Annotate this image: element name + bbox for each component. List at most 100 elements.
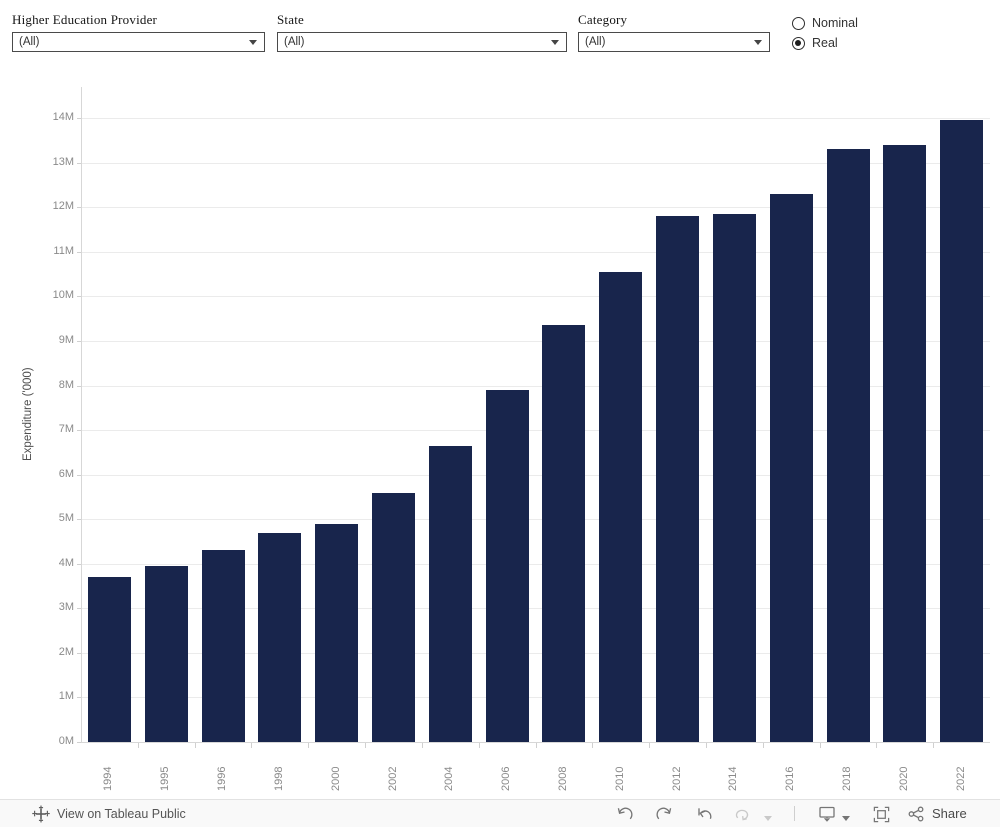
x-tick-label: 1998 <box>272 766 285 791</box>
x-tick-mark <box>421 743 423 748</box>
y-tick-mark <box>77 608 81 610</box>
bar-2008[interactable] <box>542 325 586 742</box>
chevron-down-icon <box>249 40 257 45</box>
gridline <box>81 563 990 565</box>
gridline <box>81 296 990 298</box>
radio-option-nominal[interactable]: Nominal <box>792 13 858 33</box>
share-button[interactable]: Share <box>906 800 967 827</box>
radio-label: Nominal <box>812 16 858 30</box>
x-tick-mark <box>535 743 537 748</box>
x-axis-line <box>81 742 990 743</box>
device-preview-button[interactable] <box>817 804 837 824</box>
category-dropdown[interactable]: (All) <box>578 32 770 52</box>
radio-option-real[interactable]: Real <box>792 33 858 53</box>
x-tick-mark <box>762 743 764 748</box>
gridline <box>81 697 990 699</box>
bar-2010[interactable] <box>599 271 643 742</box>
x-tick-mark <box>365 743 367 748</box>
y-tick-mark <box>77 251 81 253</box>
state-dropdown[interactable]: (All) <box>277 32 567 52</box>
y-tick-mark <box>77 519 81 521</box>
y-tick-mark <box>77 697 81 699</box>
bar-1995[interactable] <box>144 566 188 742</box>
x-tick-mark <box>137 743 139 748</box>
gridline <box>81 341 990 342</box>
x-tick-label: 2012 <box>670 766 683 791</box>
bar-2018[interactable] <box>826 149 870 742</box>
gridline <box>81 207 990 209</box>
x-tick-label: 1995 <box>159 766 172 791</box>
y-tick-label: 9M <box>58 334 74 346</box>
bar-1994[interactable] <box>87 577 131 742</box>
gridline <box>81 430 990 432</box>
y-tick-label: 7M <box>58 423 74 436</box>
bar-2020[interactable] <box>883 144 927 742</box>
y-tick-mark <box>77 296 81 298</box>
full-screen-button[interactable] <box>871 804 891 824</box>
reset-icon <box>697 807 711 819</box>
y-tick-label: 4M <box>58 556 74 569</box>
device-preview-caret[interactable] <box>841 810 851 821</box>
x-tick-label: 2004 <box>443 766 456 791</box>
bar-2000[interactable] <box>315 523 359 742</box>
y-tick-label: 6M <box>58 467 74 480</box>
gridline <box>81 519 990 521</box>
redo-button[interactable] <box>654 804 674 824</box>
bar-2014[interactable] <box>712 214 756 742</box>
y-tick-mark <box>77 430 81 432</box>
x-tick-mark <box>819 743 821 748</box>
bar-1996[interactable] <box>201 550 245 742</box>
refresh-button[interactable] <box>732 804 752 824</box>
y-axis-line <box>81 87 82 742</box>
x-tick-mark <box>308 743 310 748</box>
gridline <box>81 162 990 164</box>
full-screen-icon <box>873 806 889 822</box>
bar-2002[interactable] <box>372 492 415 742</box>
higher-education-provider-dropdown[interactable]: (All) <box>12 32 265 52</box>
reset-button[interactable] <box>694 804 714 824</box>
y-tick-label: 3M <box>58 601 74 614</box>
y-tick-label: 8M <box>58 378 74 391</box>
gridline <box>81 652 990 654</box>
filter-label: Higher Education Provider <box>12 12 158 27</box>
bar-2022[interactable] <box>940 120 984 742</box>
bar-2012[interactable] <box>656 216 699 742</box>
x-tick-mark <box>251 743 253 748</box>
redo-icon <box>656 807 671 819</box>
undo-button[interactable] <box>614 804 634 824</box>
y-tick-label: 13M <box>52 155 74 168</box>
x-tick-mark <box>194 743 196 748</box>
view-on-tableau-public-link[interactable]: View on Tableau Public <box>32 800 186 827</box>
tableau-toolbar: View on Tableau Public <box>0 799 1000 827</box>
x-tick-label: 2014 <box>727 766 740 791</box>
chevron-down-icon <box>754 40 762 45</box>
filter-label: Category <box>578 12 628 27</box>
bar-1998[interactable] <box>258 532 302 742</box>
y-tick-label: 14M <box>52 111 74 124</box>
view-on-tableau-public-label: View on Tableau Public <box>57 806 186 821</box>
radio-icon <box>792 36 805 50</box>
bar-2016[interactable] <box>769 193 813 742</box>
nominal-real-radio-group: Nominal Real <box>792 13 858 53</box>
undo-icon <box>617 807 632 819</box>
y-tick-mark <box>77 118 81 120</box>
filter-higher-education-provider: Higher Education Provider (All) <box>12 12 265 52</box>
filter-state: State (All) <box>277 12 567 52</box>
y-tick-label: 11M <box>53 244 74 257</box>
bar-2004[interactable] <box>428 445 472 742</box>
chevron-down-icon <box>551 40 559 45</box>
gridline <box>81 251 990 253</box>
filter-label: State <box>277 12 304 27</box>
gridline <box>81 474 990 476</box>
dropdown-value: (All) <box>284 36 305 48</box>
y-tick-label: 2M <box>58 645 74 658</box>
x-tick-label: 2002 <box>386 766 399 791</box>
bar-2006[interactable] <box>485 390 529 742</box>
y-tick-mark <box>77 563 81 565</box>
dropdown-value: (All) <box>585 36 606 48</box>
x-tick-label: 2022 <box>954 766 967 791</box>
refresh-menu-caret[interactable] <box>763 810 773 821</box>
radio-label: Real <box>812 36 838 50</box>
x-tick-label: 2010 <box>613 766 626 791</box>
